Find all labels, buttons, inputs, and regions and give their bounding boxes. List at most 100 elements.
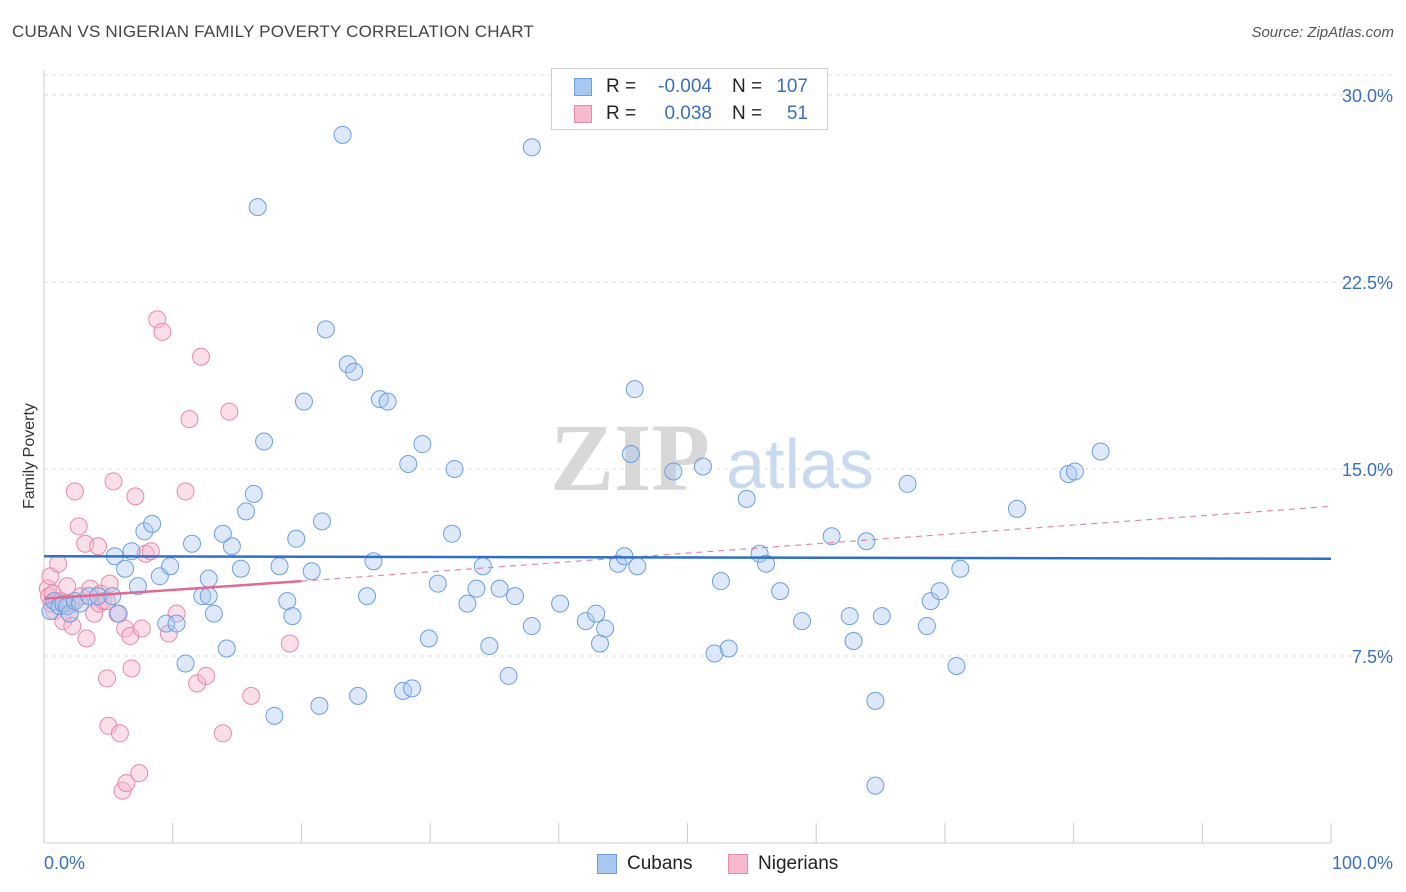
r-value: -0.004 (658, 76, 712, 97)
cuban-point (278, 592, 297, 611)
nigerian-point (117, 774, 136, 793)
nigerian-point (136, 544, 155, 563)
cuban-point (109, 604, 128, 623)
nigerian-point (89, 537, 108, 556)
cuban-trend-line (43, 554, 1332, 560)
cuban-point (161, 557, 180, 576)
cuban-point (248, 198, 267, 217)
legend-row-nigerians: R = 0.038 N = 51 (574, 102, 808, 126)
cuban-point (255, 432, 274, 451)
nigerian-point (98, 669, 117, 688)
cuban-point (757, 554, 776, 573)
cuban-point (930, 582, 949, 601)
cuban-point (793, 612, 812, 631)
cuban-point (231, 559, 250, 578)
cuban-point (143, 514, 162, 533)
nigerian-point (126, 487, 145, 506)
cuban-point (316, 320, 335, 339)
cuban-point (621, 445, 640, 464)
cuban-point (921, 592, 940, 611)
cuban-point (506, 587, 525, 606)
cuban-points (41, 125, 1110, 795)
cuban-point (128, 577, 147, 596)
cuban-point (473, 557, 492, 576)
n-label: N = (732, 103, 763, 124)
x-tick-label: 0.0% (44, 853, 85, 873)
r-label: R = (606, 76, 637, 97)
cuban-point (693, 457, 712, 476)
n-value: 51 (786, 103, 808, 124)
cuban-legend-swatch (597, 854, 617, 874)
nigerian-point (77, 629, 96, 648)
cuban-point (445, 459, 464, 478)
cuban-point (1091, 442, 1110, 461)
cuban-point (480, 637, 499, 656)
cuban-point (951, 559, 970, 578)
cuban-point (358, 587, 377, 606)
nigerian-point (98, 592, 117, 611)
cuban-point (294, 392, 313, 411)
cuban-point (244, 484, 263, 503)
tick-labels: 7.5% 15.0% 22.5% 30.0% 0.0% 100.0% (44, 86, 1393, 873)
cuban-point (345, 362, 364, 381)
nigerian-point (213, 724, 232, 743)
trend-lines (43, 505, 1332, 600)
cuban-point (596, 619, 615, 638)
watermark-zip: ZIP (550, 404, 710, 511)
nigerian-point (65, 482, 84, 501)
cuban-point (204, 604, 223, 623)
cuban-point (157, 614, 176, 633)
cuban-point (628, 557, 647, 576)
y-tick-label: 30.0% (1342, 86, 1393, 106)
cuban-point (705, 644, 724, 663)
cuban-point (265, 706, 284, 725)
n-value: 107 (776, 76, 808, 97)
cuban-point (310, 696, 329, 715)
source-label: Source: ZipAtlas.com (1251, 24, 1394, 41)
cuban-point (167, 614, 186, 633)
nigerian-point (220, 402, 239, 421)
n-label: N = (732, 76, 763, 97)
nigerian-point (81, 579, 100, 598)
nigerian-point (192, 347, 211, 366)
cuban-point (771, 582, 790, 601)
watermark: ZIP atlas (550, 404, 874, 511)
nigerian-point (188, 674, 207, 693)
cuban-point (135, 522, 154, 541)
cuban-point (522, 138, 541, 157)
cuban-point (312, 512, 331, 531)
chart-title: CUBAN VS NIGERIAN FAMILY POVERTY CORRELA… (12, 22, 535, 41)
nigerian-point (197, 666, 216, 685)
cuban-point (349, 686, 368, 705)
cuban-point (283, 607, 302, 626)
nigerian-trend-extension (301, 505, 1332, 582)
watermark-atlas: atlas (726, 425, 874, 503)
cuban-point (1065, 462, 1084, 481)
cuban-point (609, 554, 628, 573)
cuban-point (587, 604, 606, 623)
cuban-point (625, 380, 644, 399)
cuban-point (338, 355, 357, 374)
nigerian-point (180, 410, 199, 429)
cuban-point (237, 502, 256, 521)
cuban-point (551, 594, 570, 613)
nigerian-point (110, 724, 129, 743)
cuban-point (116, 559, 135, 578)
cuban-point (403, 679, 422, 698)
cuban-point (364, 552, 383, 571)
r-label: R = (606, 103, 637, 124)
cuban-point (222, 537, 241, 556)
nigerian-point (104, 472, 123, 491)
legend-item-nigerians: Nigerians (728, 852, 838, 876)
cuban-point (490, 579, 509, 598)
legend-item-cubans: Cubans (597, 852, 693, 876)
cuban-point (664, 462, 683, 481)
cuban-point (1007, 499, 1026, 518)
nigerian-point (280, 634, 299, 653)
nigerian-point (242, 686, 261, 705)
cuban-point (103, 587, 122, 606)
cuban-point (217, 639, 236, 658)
nigerian-point (58, 577, 77, 596)
nigerian-point (94, 592, 113, 611)
